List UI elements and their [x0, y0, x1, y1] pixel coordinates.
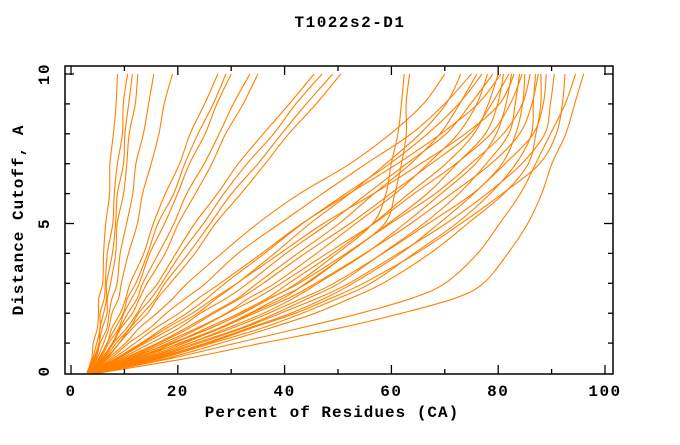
x-tick-label-100: 100 [588, 383, 621, 401]
model-curve-31 [95, 73, 521, 374]
x-tick-label-0: 0 [65, 383, 76, 401]
model-curve-5 [88, 73, 155, 374]
model-curve-26 [91, 73, 502, 374]
model-curve-4 [87, 73, 139, 374]
model-curve-10 [89, 73, 251, 374]
model-curve-32 [93, 73, 523, 374]
y-tick-label-0: 0 [36, 365, 54, 376]
plot-frame [64, 65, 614, 375]
model-curve-28 [92, 73, 510, 374]
model-curve-36 [94, 73, 539, 374]
model-curve-41 [97, 73, 577, 374]
x-tick-label-60: 60 [380, 383, 402, 401]
y-tick-label-10: 10 [36, 63, 54, 85]
model-curve-3 [87, 73, 133, 374]
y-axis-label: Distance Cutoff, A [10, 125, 28, 316]
model-curve-42 [98, 73, 585, 374]
ticks-layer [65, 66, 613, 374]
model-curve-15 [91, 73, 342, 374]
x-tick-label-40: 40 [273, 383, 295, 401]
model-curve-24 [92, 73, 494, 374]
model-curve-8 [89, 73, 227, 374]
model-curve-12 [90, 73, 315, 374]
model-curve-23 [93, 73, 489, 374]
y-tick-label-5: 5 [36, 218, 54, 229]
model-curve-22 [92, 73, 483, 374]
model-curve-20 [91, 73, 472, 374]
model-curve-13 [90, 73, 323, 374]
x-tick-label-20: 20 [167, 383, 189, 401]
x-tick-label-80: 80 [487, 383, 509, 401]
model-curve-1 [86, 73, 119, 374]
model-curve-9 [89, 73, 232, 374]
model-curve-19 [92, 73, 462, 374]
model-curve-39 [95, 73, 555, 374]
model-curve-6 [88, 73, 174, 374]
model-curve-34 [93, 73, 531, 374]
model-curve-2 [86, 73, 129, 374]
model-curve-40 [95, 73, 566, 374]
curves-layer [86, 73, 585, 374]
model-curve-16 [92, 73, 405, 374]
model-curve-33 [95, 73, 526, 374]
x-axis-label: Percent of Residues (CA) [205, 404, 459, 422]
model-curve-27 [94, 73, 505, 374]
chart-title: T1022s2-D1 [294, 14, 405, 32]
model-curve-30 [92, 73, 515, 374]
model-curve-37 [97, 73, 542, 374]
model-curve-18 [90, 73, 446, 374]
model-curve-38 [94, 73, 547, 374]
